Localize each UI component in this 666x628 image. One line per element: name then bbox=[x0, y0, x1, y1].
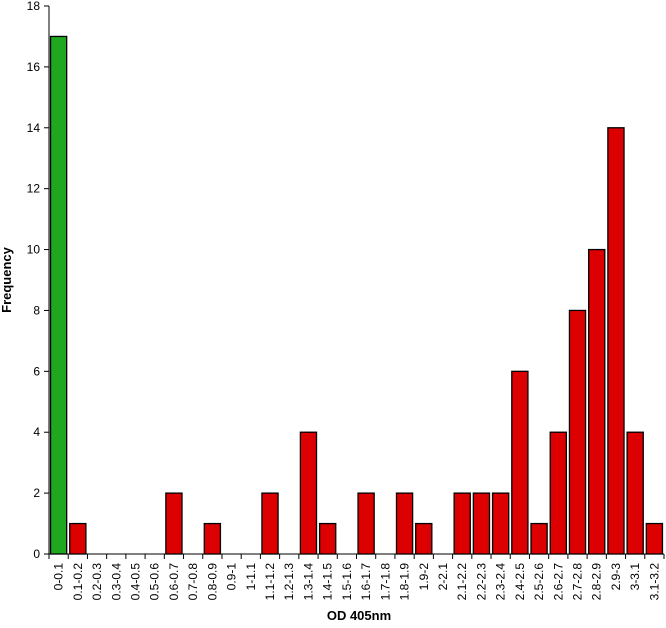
x-tick-label-0-0.1: 0-0.1 bbox=[52, 563, 66, 591]
bar-1.8-1.9 bbox=[395, 492, 414, 555]
bar-2.9-3 bbox=[607, 127, 625, 555]
x-tick-label-1-1.1: 1-1.1 bbox=[244, 563, 258, 591]
x-tick-label-1.8-1.9: 1.8-1.9 bbox=[398, 563, 412, 601]
x-tick-label-0.8-0.9: 0.8-0.9 bbox=[205, 563, 219, 601]
y-tick-label-0: 0 bbox=[33, 547, 40, 561]
bar-2.2-2.3 bbox=[472, 492, 491, 555]
x-tick-label-3.1-3.2: 3.1-3.2 bbox=[647, 563, 661, 601]
y-axis-title: Frequency bbox=[0, 246, 14, 313]
bar-0-0.1 bbox=[49, 35, 68, 555]
bar-1.6-1.7 bbox=[357, 492, 375, 555]
x-axis-title: OD 405nm bbox=[327, 608, 391, 623]
bar-2.5-2.6 bbox=[530, 522, 548, 555]
x-tick-label-0.4-0.5: 0.4-0.5 bbox=[128, 563, 142, 601]
bar-3.1-3.2 bbox=[645, 522, 664, 555]
bar-0.8-0.9 bbox=[203, 522, 222, 555]
x-tick-label-1.4-1.5: 1.4-1.5 bbox=[321, 563, 335, 601]
bar-2.7-2.8 bbox=[568, 309, 587, 555]
y-tick-label-12: 12 bbox=[27, 182, 41, 196]
x-tick-label-2.9-3: 2.9-3 bbox=[609, 563, 623, 591]
y-axis: 0 2 4 6 8 10 12 14 16 18 bbox=[27, 0, 50, 561]
bar-1.9-2 bbox=[415, 522, 433, 555]
x-axis: 0-0.1 0.1-0.2 0.2-0.3 0.3-0.4 0.4-0.5 0.5-0.6… bbox=[48, 553, 665, 601]
y-tick-label-16: 16 bbox=[27, 60, 41, 74]
x-tick-label-0.7-0.8: 0.7-0.8 bbox=[186, 563, 200, 601]
x-tick-label-2.3-2.4: 2.3-2.4 bbox=[494, 563, 508, 601]
y-tick-label-10: 10 bbox=[27, 243, 41, 257]
x-tick-label-0.5-0.6: 0.5-0.6 bbox=[148, 563, 162, 601]
bar-1.4-1.5 bbox=[318, 522, 337, 555]
y-tick-label-2: 2 bbox=[33, 486, 40, 500]
x-tick-label-2-2.1: 2-2.1 bbox=[436, 563, 450, 591]
x-tick-label-2.7-2.8: 2.7-2.8 bbox=[571, 563, 585, 601]
x-tick-label-1.1-1.2: 1.1-1.2 bbox=[263, 563, 277, 601]
bar-2.1-2.2 bbox=[453, 492, 471, 555]
bar-0.6-0.7 bbox=[165, 492, 183, 555]
x-tick-label-1.7-1.8: 1.7-1.8 bbox=[378, 563, 392, 601]
y-tick-label-8: 8 bbox=[33, 303, 40, 317]
x-tick-label-1.5-1.6: 1.5-1.6 bbox=[340, 563, 354, 601]
y-tick-label-4: 4 bbox=[33, 425, 40, 439]
x-tick-label-0.1-0.2: 0.1-0.2 bbox=[71, 563, 85, 601]
x-tick-label-2.6-2.7: 2.6-2.7 bbox=[551, 563, 565, 601]
bar-0.1-0.2 bbox=[69, 522, 87, 555]
x-tick-label-0.3-0.4: 0.3-0.4 bbox=[109, 563, 123, 601]
bar-3-3.1 bbox=[626, 431, 644, 555]
x-tick-label-1.9-2: 1.9-2 bbox=[417, 563, 431, 591]
x-tick-label-0.2-0.3: 0.2-0.3 bbox=[90, 563, 104, 601]
y-tick-label-18: 18 bbox=[27, 0, 41, 13]
bar-2.4-2.5 bbox=[511, 370, 529, 555]
bar-1.1-1.2 bbox=[261, 492, 279, 555]
y-tick-label-6: 6 bbox=[33, 364, 40, 378]
x-tick-label-2.1-2.2: 2.1-2.2 bbox=[455, 563, 469, 601]
bar-2.3-2.4 bbox=[491, 492, 510, 555]
x-tick-label-1.2-1.3: 1.2-1.3 bbox=[282, 563, 296, 601]
x-tick-label-0.9-1: 0.9-1 bbox=[225, 563, 239, 591]
bars-group bbox=[49, 35, 664, 555]
x-tick-label-1.6-1.7: 1.6-1.7 bbox=[359, 563, 373, 601]
x-tick-label-2.8-2.9: 2.8-2.9 bbox=[590, 563, 604, 601]
bar-2.8-2.9 bbox=[588, 248, 606, 555]
bar-2.6-2.7 bbox=[549, 431, 568, 555]
x-tick-label-2.2-2.3: 2.2-2.3 bbox=[474, 563, 488, 601]
x-tick-label-3-3.1: 3-3.1 bbox=[628, 563, 642, 591]
bar-1.3-1.4 bbox=[299, 431, 318, 555]
x-tick-label-0.6-0.7: 0.6-0.7 bbox=[167, 563, 181, 601]
x-tick-label-2.5-2.6: 2.5-2.6 bbox=[532, 563, 546, 601]
y-tick-label-14: 14 bbox=[27, 121, 41, 135]
x-tick-label-2.4-2.5: 2.4-2.5 bbox=[513, 563, 527, 601]
x-tick-label-1.3-1.4: 1.3-1.4 bbox=[301, 563, 315, 601]
